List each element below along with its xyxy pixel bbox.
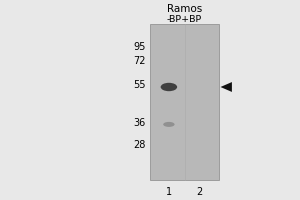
Ellipse shape — [163, 122, 175, 127]
Text: Ramos: Ramos — [167, 4, 202, 14]
Polygon shape — [220, 82, 232, 92]
Text: 95: 95 — [133, 42, 145, 52]
Text: 28: 28 — [133, 140, 145, 150]
Text: 1: 1 — [167, 187, 172, 197]
Ellipse shape — [161, 83, 177, 91]
Text: 55: 55 — [133, 80, 146, 90]
Text: -BP+BP: -BP+BP — [167, 15, 202, 23]
Text: 2: 2 — [196, 187, 202, 197]
Text: 36: 36 — [133, 118, 145, 128]
Text: 72: 72 — [133, 56, 146, 66]
Bar — [150, 24, 219, 180]
